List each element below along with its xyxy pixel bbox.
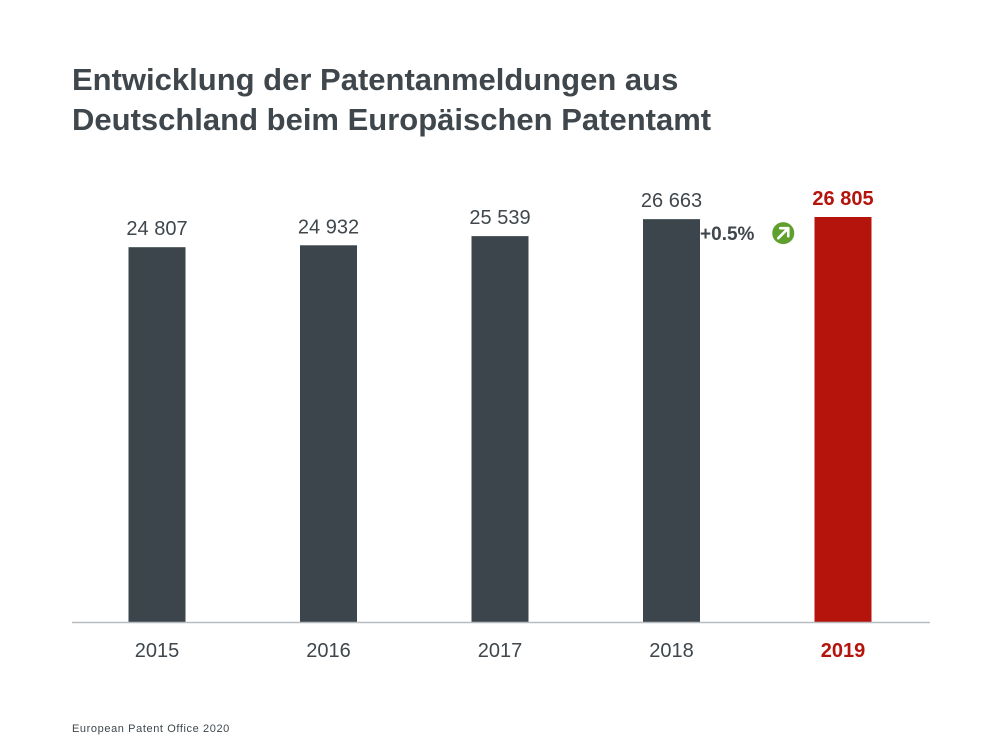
tick-label-2017: 2017 [478, 640, 523, 662]
tick-label-2016: 2016 [306, 640, 351, 662]
page-title: Entwicklung der Patentanmeldungen aus De… [72, 60, 952, 140]
data-label-2015: 24 807 [126, 218, 187, 240]
data-label-2019: 26 805 [812, 188, 873, 210]
data-label-2016: 24 932 [298, 216, 359, 238]
bar-2019 [814, 217, 872, 622]
title-line-2: Deutschland beim Europäischen Patentamt [72, 102, 712, 137]
bar-2015 [128, 247, 186, 622]
bar-2018 [643, 219, 700, 622]
footer-source: European Patent Office 2020 [72, 723, 230, 735]
tick-label-2019: 2019 [821, 640, 866, 662]
growth-annotation: +0.5% [700, 224, 755, 245]
arrow-up-right-icon [772, 222, 795, 245]
tick-label-2015: 2015 [135, 640, 180, 662]
bar-2017 [471, 236, 529, 622]
title-line-1: Entwicklung der Patentanmeldungen aus [72, 62, 679, 97]
tick-label-2018: 2018 [649, 640, 694, 662]
data-label-2017: 25 539 [469, 207, 530, 229]
data-label-2018: 26 663 [641, 190, 702, 212]
bar-2016 [300, 245, 357, 622]
